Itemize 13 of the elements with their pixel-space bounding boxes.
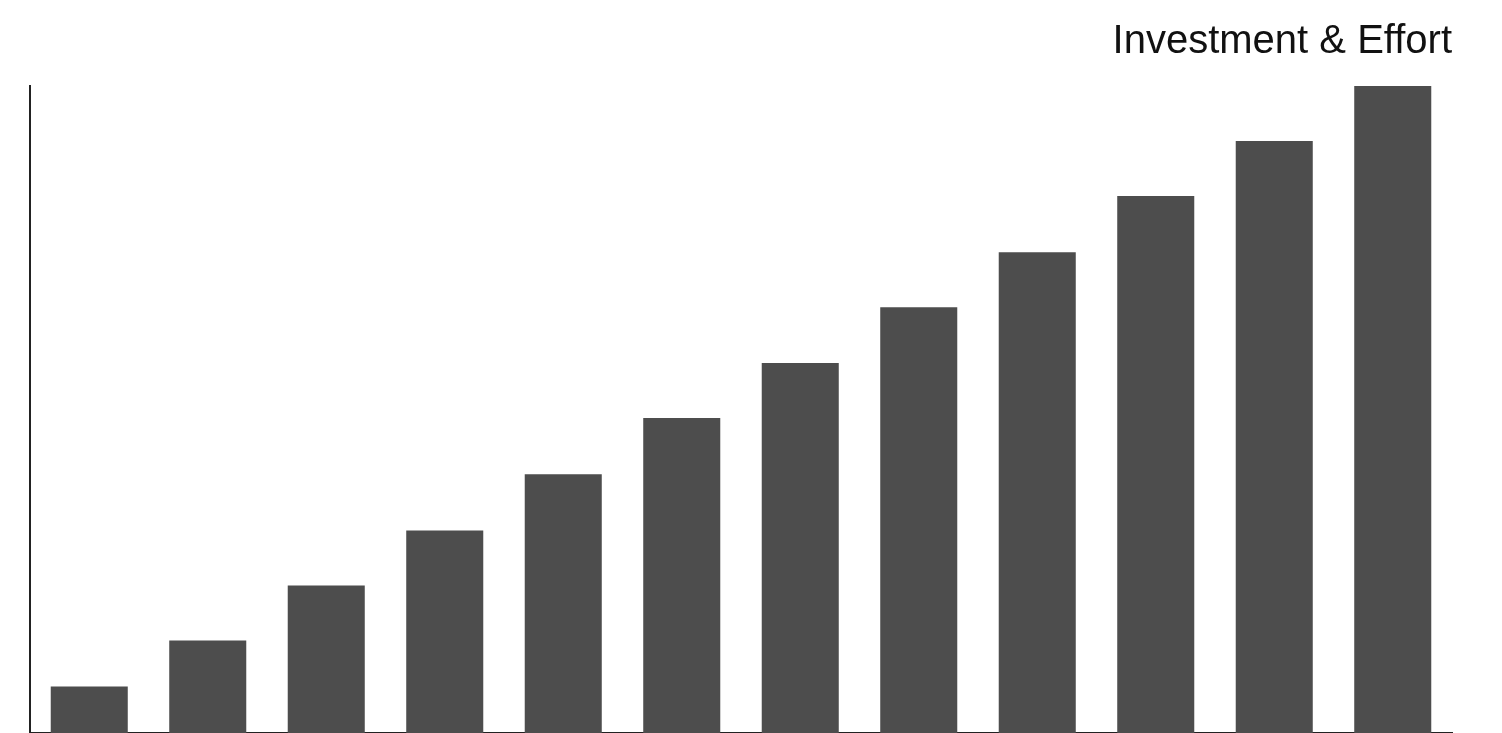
bar xyxy=(524,474,602,733)
chart-title: Investment & Effort xyxy=(1112,17,1452,62)
bar xyxy=(880,307,958,733)
bar xyxy=(1235,141,1313,733)
bar xyxy=(761,362,839,733)
bar xyxy=(643,417,721,733)
bar xyxy=(1117,195,1195,733)
bar xyxy=(406,530,484,733)
bar xyxy=(1354,86,1432,733)
bar xyxy=(169,640,247,733)
bar xyxy=(287,585,365,733)
bar xyxy=(998,252,1076,733)
bar xyxy=(50,686,128,733)
